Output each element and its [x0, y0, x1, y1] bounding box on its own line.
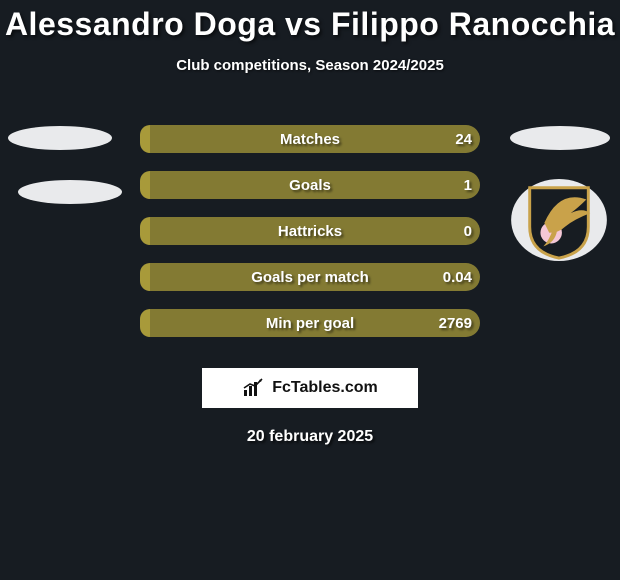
stat-row: Matches 24	[0, 116, 620, 162]
stat-label: Hattricks	[278, 223, 342, 240]
stat-value-right: 24	[455, 131, 472, 148]
stat-label: Goals	[289, 177, 331, 194]
stat-row: Goals per match 0.04	[0, 254, 620, 300]
stat-row: Hattricks 0	[0, 208, 620, 254]
brand-text: FcTables.com	[272, 379, 378, 397]
stat-row: Min per goal 2769	[0, 300, 620, 346]
bar-left	[140, 263, 150, 291]
stat-value-right: 0.04	[443, 269, 472, 286]
date-text: 20 february 2025	[0, 428, 620, 446]
brand-box[interactable]: FcTables.com	[202, 368, 418, 408]
bar-left	[140, 217, 150, 245]
bar-track: Min per goal 2769	[140, 309, 480, 337]
bar-track: Goals 1	[140, 171, 480, 199]
subtitle: Club competitions, Season 2024/2025	[0, 57, 620, 74]
chart-icon	[242, 378, 266, 398]
stat-row: Goals 1	[0, 162, 620, 208]
bar-left	[140, 171, 150, 199]
stat-value-right: 1	[464, 177, 472, 194]
stat-value-right: 2769	[439, 315, 472, 332]
page-title: Alessandro Doga vs Filippo Ranocchia	[0, 0, 620, 43]
bar-track: Goals per match 0.04	[140, 263, 480, 291]
stats-container: Matches 24 Goals 1 Hattricks 0 Goals per match…	[0, 116, 620, 346]
stat-label: Goals per match	[251, 269, 369, 286]
stat-label: Min per goal	[266, 315, 354, 332]
bar-left	[140, 125, 150, 153]
bar-track: Hattricks 0	[140, 217, 480, 245]
bar-left	[140, 309, 150, 337]
stat-label: Matches	[280, 131, 340, 148]
stat-value-right: 0	[464, 223, 472, 240]
bar-track: Matches 24	[140, 125, 480, 153]
